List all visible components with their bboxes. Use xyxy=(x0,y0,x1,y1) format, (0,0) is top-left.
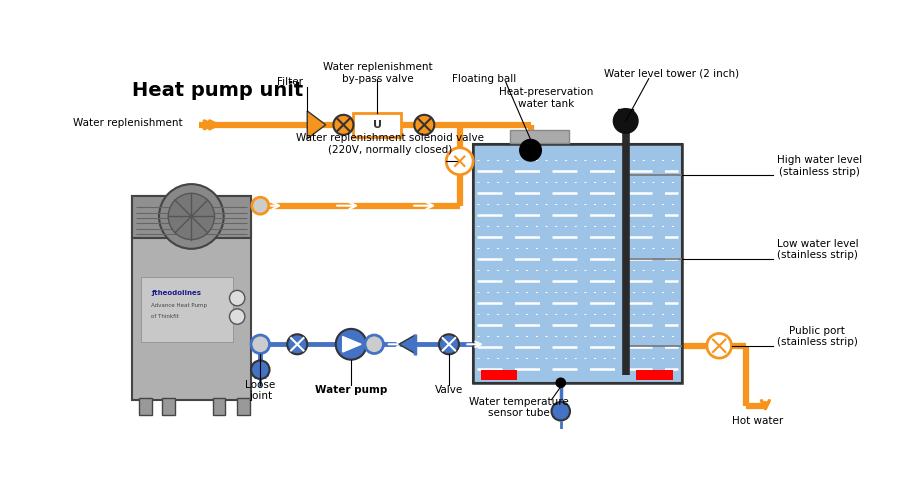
Text: Water replenishment: Water replenishment xyxy=(73,118,183,128)
Bar xyxy=(354,112,401,137)
Bar xyxy=(472,144,682,383)
Circle shape xyxy=(230,309,245,324)
Circle shape xyxy=(520,139,541,161)
Text: Advance Heat Pump: Advance Heat Pump xyxy=(151,303,207,308)
Circle shape xyxy=(556,378,565,388)
Text: Water temperature
sensor tube: Water temperature sensor tube xyxy=(469,397,568,418)
Polygon shape xyxy=(399,335,415,353)
Circle shape xyxy=(159,184,224,249)
Bar xyxy=(510,130,569,143)
Circle shape xyxy=(614,108,638,134)
Text: Water level tower (2 inch): Water level tower (2 inch) xyxy=(604,68,740,78)
Text: Low water level
(stainless strip): Low water level (stainless strip) xyxy=(777,239,859,260)
Polygon shape xyxy=(343,336,361,352)
Circle shape xyxy=(552,402,570,420)
Text: Public port
(stainless strip): Public port (stainless strip) xyxy=(777,326,858,348)
Bar xyxy=(472,144,682,383)
Text: Valve: Valve xyxy=(435,386,464,395)
Text: Hot water: Hot water xyxy=(732,416,783,426)
Circle shape xyxy=(251,361,269,379)
Text: Heat-preservation
water tank: Heat-preservation water tank xyxy=(499,87,593,108)
Text: Water replenishment solenoid valve
(220V, normally closed): Water replenishment solenoid valve (220V… xyxy=(296,134,484,155)
Bar xyxy=(141,277,233,342)
Circle shape xyxy=(230,290,245,306)
Circle shape xyxy=(446,148,473,174)
Bar xyxy=(238,398,249,415)
Circle shape xyxy=(252,197,269,214)
Bar xyxy=(618,108,634,122)
Circle shape xyxy=(251,335,269,353)
Circle shape xyxy=(365,335,383,353)
Text: High water level
(stainless strip): High water level (stainless strip) xyxy=(777,155,862,177)
Text: of Thinkfit: of Thinkfit xyxy=(151,314,179,319)
Circle shape xyxy=(287,335,307,354)
Circle shape xyxy=(333,115,354,135)
Circle shape xyxy=(168,193,214,240)
Text: ƒtheodolines: ƒtheodolines xyxy=(151,291,201,296)
Circle shape xyxy=(336,329,366,360)
Bar xyxy=(140,398,152,415)
Polygon shape xyxy=(307,111,326,139)
Circle shape xyxy=(439,335,459,354)
Text: Loose
joint: Loose joint xyxy=(245,380,275,402)
Bar xyxy=(481,371,518,380)
Circle shape xyxy=(706,334,732,358)
Text: Water pump: Water pump xyxy=(315,386,387,395)
Bar xyxy=(131,196,251,238)
Text: Water replenishment
by-pass valve: Water replenishment by-pass valve xyxy=(322,63,432,84)
Bar xyxy=(131,196,251,400)
Text: Heat pump unit: Heat pump unit xyxy=(131,80,303,100)
Text: U: U xyxy=(373,120,382,130)
Bar xyxy=(212,398,225,415)
Circle shape xyxy=(414,115,435,135)
Text: Floating ball: Floating ball xyxy=(452,74,517,84)
Bar xyxy=(163,398,175,415)
Text: Filter: Filter xyxy=(276,78,302,87)
Bar xyxy=(636,371,673,380)
